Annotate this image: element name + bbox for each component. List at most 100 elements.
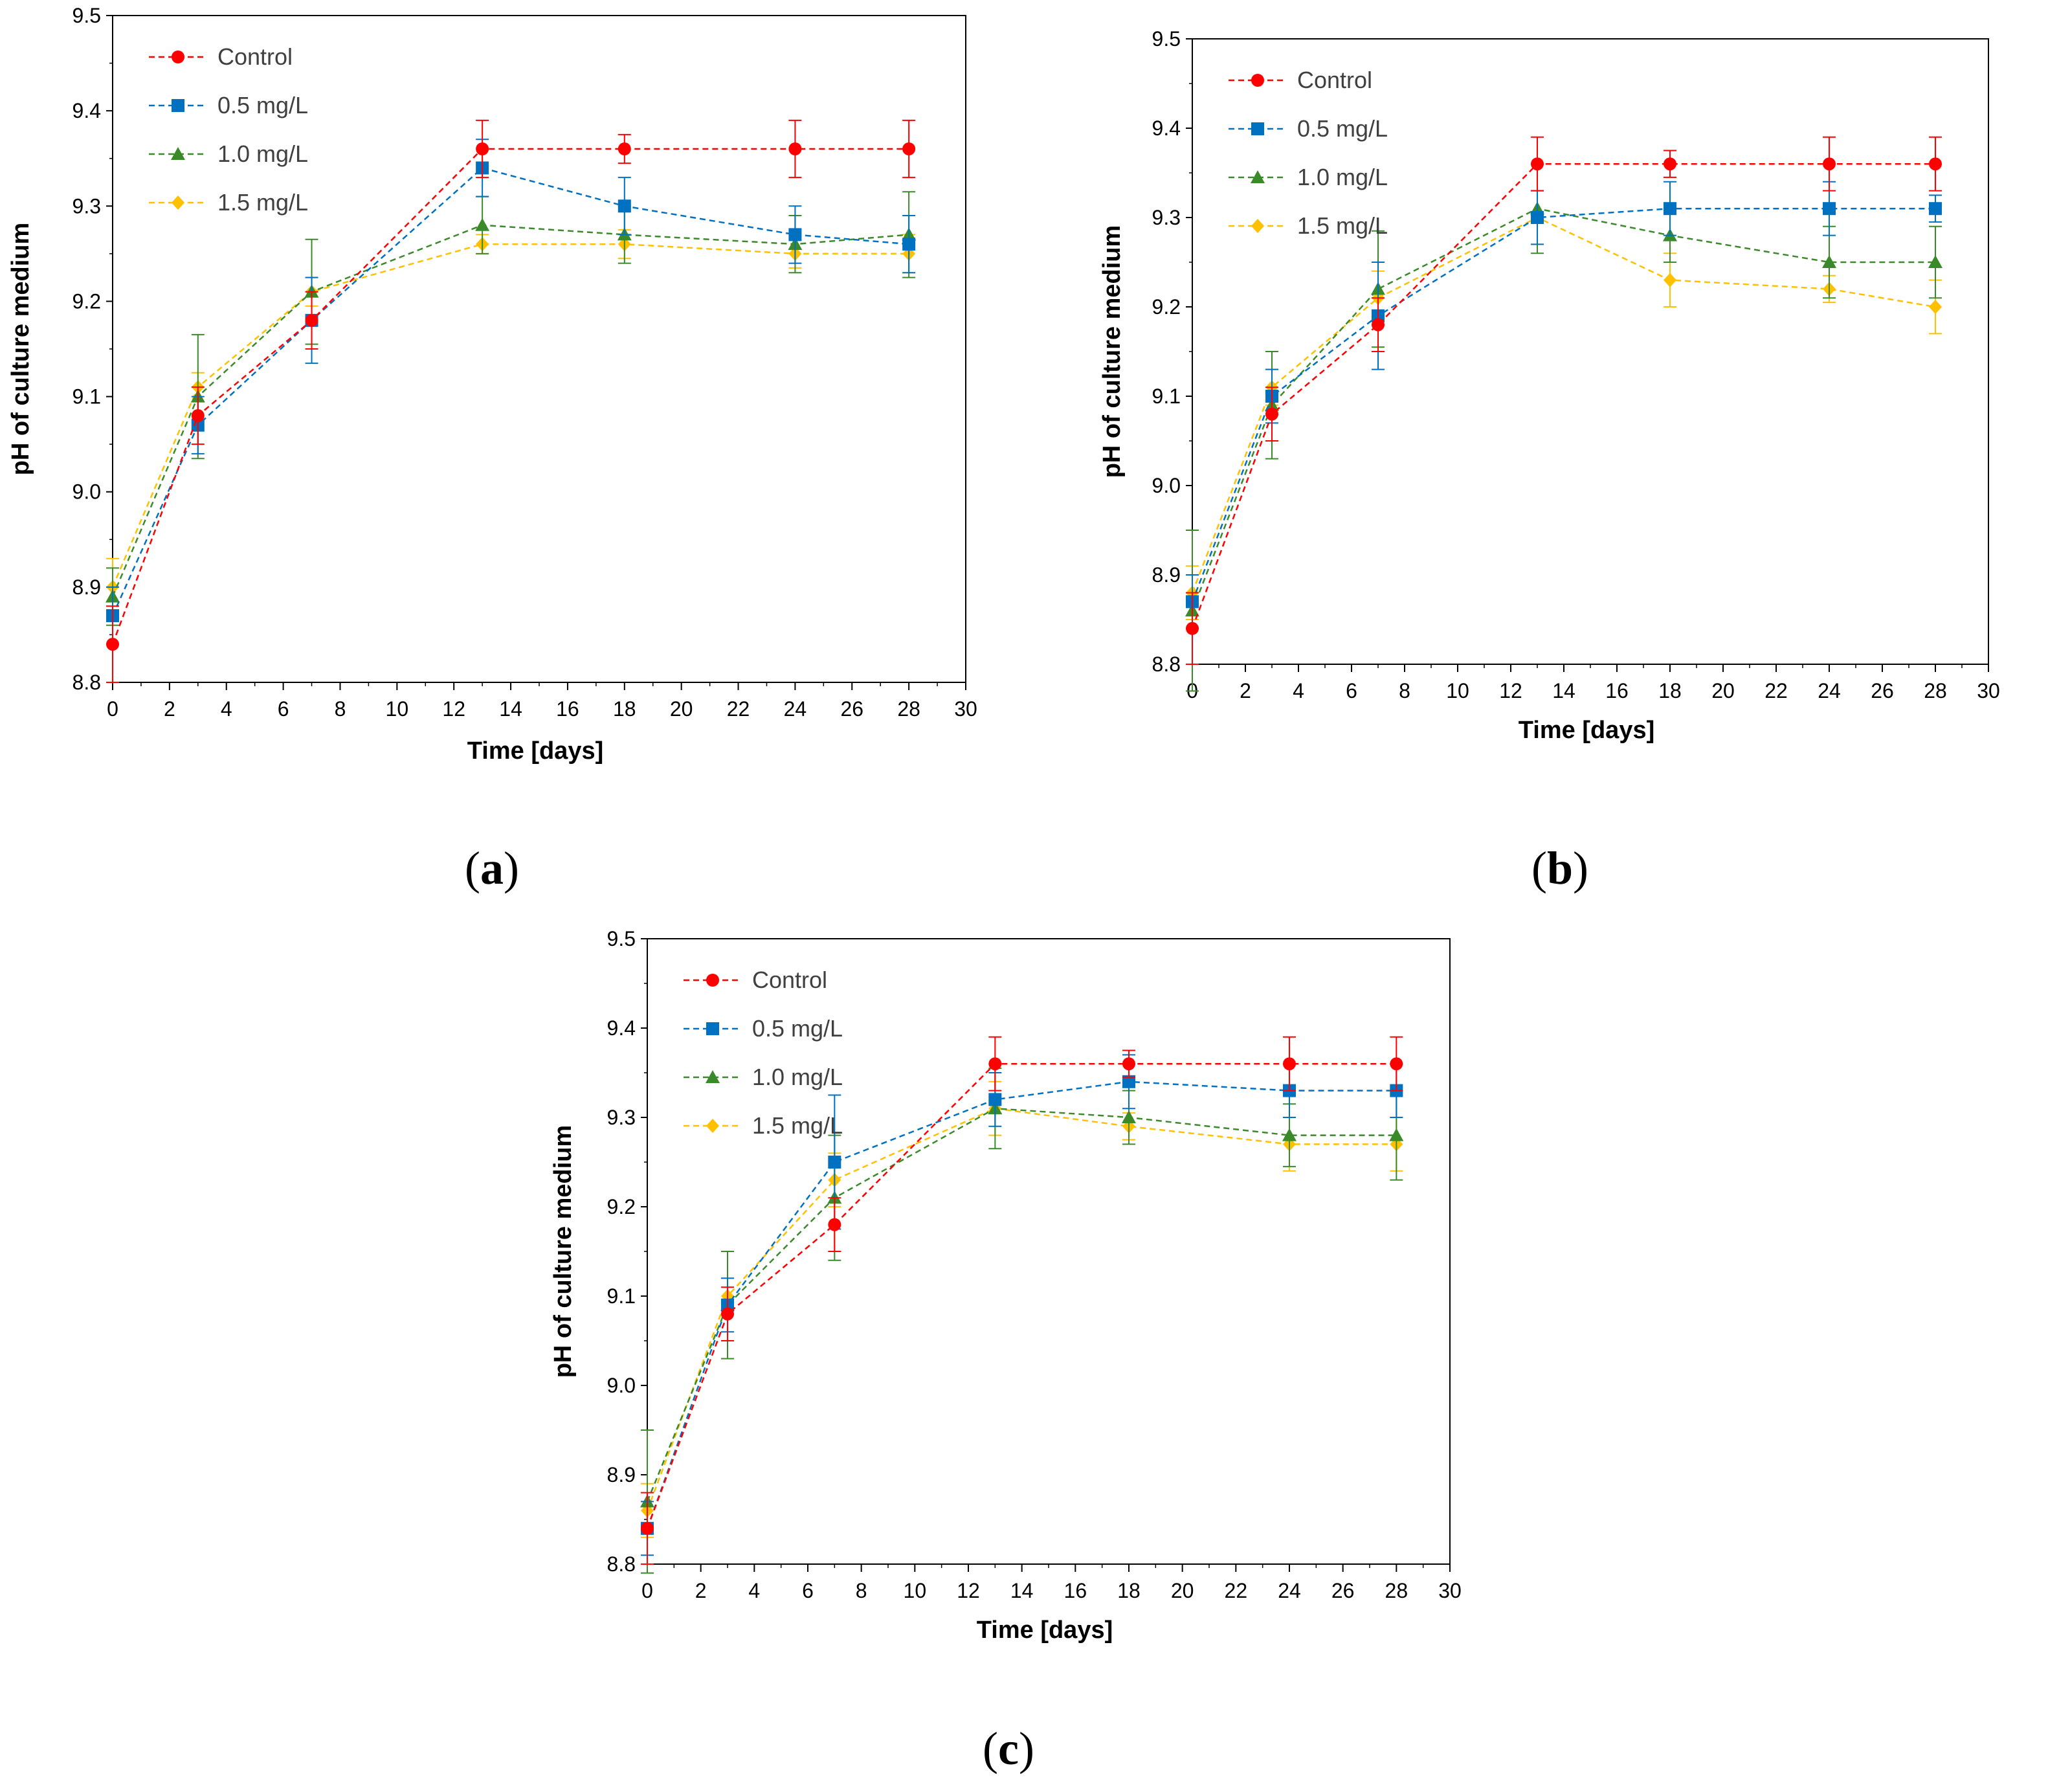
data-point: [1389, 1128, 1404, 1141]
legend: Control 0.5 mg/L 1.0 mg/L 1.5 mg/L: [684, 967, 843, 1139]
legend-marker: [1251, 74, 1264, 87]
legend: Control 0.5 mg/L 1.0 mg/L 1.5 mg/L: [1229, 67, 1388, 239]
legend-label: 0.5 mg/L: [752, 1015, 843, 1042]
data-point: [902, 142, 916, 155]
data-point: [1283, 1057, 1296, 1071]
data-point: [1823, 202, 1836, 216]
x-tick-label: 8: [856, 1579, 867, 1602]
legend-item-1-0-mg-l: 1.0 mg/L: [684, 1064, 843, 1090]
data-point: [1372, 318, 1385, 331]
legend-label: 1.5 mg/L: [217, 189, 308, 216]
legend-marker: [706, 974, 719, 987]
x-tick-label: 16: [1605, 679, 1629, 702]
data-point: [618, 199, 631, 213]
data-point: [788, 228, 802, 241]
chart-panel-c: 8.8 8.9 9.0 9.1 9.2 9.3 9.4 9.5 0 2 4 6 8 10 12 14 16 18 2…: [544, 926, 1498, 1709]
data-point: [641, 1521, 654, 1535]
legend-marker: [706, 1022, 719, 1035]
plot-area: [647, 938, 1451, 1565]
x-tick-label: 12: [442, 697, 465, 721]
legend-label: 1.5 mg/L: [1297, 212, 1388, 239]
x-tick-label: 12: [1499, 679, 1522, 702]
plot-area: [112, 15, 966, 683]
legend-label: Control: [752, 967, 827, 993]
y-tick-label: 9.2: [72, 289, 101, 313]
y-tick-label: 8.8: [72, 671, 101, 694]
y-tick-label: 8.9: [1152, 563, 1181, 587]
x-tick-label: 6: [1346, 679, 1357, 702]
x-tick-label: 10: [386, 697, 409, 721]
legend-item-control: Control: [684, 967, 827, 993]
legend-item-0-5-mg-l: 0.5 mg/L: [684, 1015, 843, 1042]
chart-panel-b: 8.88.99.09.19.29.39.49.50246810121416182…: [1094, 19, 2048, 803]
y-tick-label: 9.0: [72, 480, 101, 504]
data-point: [1122, 1110, 1136, 1123]
legend-marker: [1251, 170, 1265, 183]
data-point: [828, 1218, 841, 1231]
x-tick-label: 30: [1438, 1579, 1462, 1602]
caption-c-label: c: [997, 1723, 1019, 1775]
legend-label: 0.5 mg/L: [217, 92, 308, 118]
y-tick-label: 9.4: [607, 1016, 636, 1040]
y-tick-label: 9.4: [1152, 117, 1181, 140]
legend-label: Control: [217, 43, 293, 70]
legend-label: 1.5 mg/L: [752, 1112, 843, 1139]
y-tick-label: 9.1: [72, 385, 101, 409]
data-point: [1390, 1057, 1403, 1071]
x-tick-label: 10: [904, 1579, 927, 1602]
legend-marker: [706, 1119, 719, 1133]
data-point: [1122, 1075, 1135, 1088]
y-axis-title: pH of culture medium: [550, 1125, 577, 1378]
data-point: [1664, 202, 1676, 216]
x-tick-label: 22: [1764, 679, 1788, 702]
x-tick-label: 16: [1064, 1579, 1087, 1602]
y-tick-label: 9.0: [1152, 474, 1181, 497]
x-tick-label: 6: [278, 697, 289, 721]
y-tick-label: 9.4: [72, 99, 101, 122]
legend-item-1-0-mg-l: 1.0 mg/L: [149, 140, 308, 167]
x-tick-label: 14: [1010, 1579, 1034, 1602]
x-tick-label: 20: [1711, 679, 1735, 702]
x-tick-label: 4: [748, 1579, 760, 1602]
y-tick-label: 9.5: [72, 4, 101, 27]
y-tick-label: 8.9: [72, 576, 101, 599]
data-point: [1282, 1128, 1297, 1141]
data-point: [1664, 157, 1676, 171]
data-point: [1186, 622, 1199, 635]
x-tick-label: 30: [954, 697, 977, 721]
x-tick-label: 24: [1818, 679, 1841, 702]
y-tick-label: 8.8: [1152, 653, 1181, 676]
data-point: [106, 638, 119, 651]
series-control: [106, 119, 916, 683]
data-point: [988, 1057, 1002, 1071]
y-tick-label: 9.5: [607, 927, 636, 950]
x-tick-label: 30: [1977, 679, 2000, 702]
caption-a-label: a: [480, 842, 504, 894]
x-tick-label: 6: [802, 1579, 814, 1602]
x-tick-label: 4: [221, 697, 232, 721]
y-tick-label: 8.8: [607, 1552, 636, 1576]
x-tick-label: 14: [1552, 679, 1575, 702]
x-tick-label: 2: [164, 697, 175, 721]
data-point: [1822, 255, 1836, 268]
series-control: [641, 1036, 1403, 1565]
x-tick-label: 28: [1385, 1579, 1408, 1602]
chart-b-svg: 8.88.99.09.19.29.39.49.50246810121416182…: [1098, 27, 2000, 744]
x-tick-label: 20: [1171, 1579, 1194, 1602]
legend-marker: [1251, 219, 1264, 233]
legend-marker: [1251, 122, 1264, 135]
legend-marker: [172, 99, 184, 112]
legend-item-control: Control: [1229, 67, 1372, 93]
y-axis-title: pH of culture medium: [7, 223, 34, 476]
x-tick-label: 8: [1399, 679, 1410, 702]
data-point: [828, 1156, 841, 1169]
chart-panel-a: 8.8 8.9 9.0 9.1 9.2 9.3 9.4 9.5 0 2 4 6 8 10 12 14 16 18 2…: [0, 0, 1010, 803]
caption-c: (c): [983, 1723, 1034, 1775]
y-axis-title: pH of culture medium: [1098, 225, 1126, 478]
legend-item-1-5-mg-l: 1.5 mg/L: [149, 189, 308, 216]
x-axis-title: Time [days]: [977, 1617, 1113, 1644]
x-tick-label: 18: [1658, 679, 1682, 702]
y-tick-label: 9.3: [1152, 206, 1181, 229]
legend-item-0-5-mg-l: 0.5 mg/L: [1229, 115, 1388, 142]
x-tick-label: 22: [727, 697, 750, 721]
